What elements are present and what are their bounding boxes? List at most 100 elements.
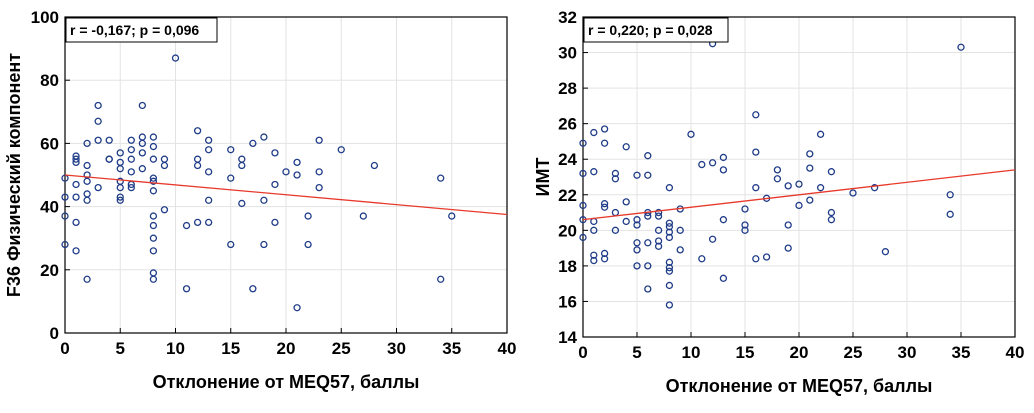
data-point [94,136,102,144]
y-tick-label: 22 [558,186,577,205]
data-point [654,212,663,220]
data-point [204,218,213,227]
data-point [590,226,598,234]
data-point [72,158,80,167]
data-point [741,226,749,234]
data-point [881,248,890,256]
data-point [600,249,609,258]
x-tick-label: 40 [1006,343,1025,362]
data-point [654,242,663,250]
data-point [654,208,663,217]
x-tick-label: 0 [578,343,587,362]
data-point [644,152,652,160]
data-point [72,193,80,201]
data-point [784,221,792,229]
data-point [719,274,728,282]
data-point [600,203,609,211]
data-point [795,201,803,210]
data-point [204,196,213,204]
y-tick-label: 24 [558,150,577,169]
data-point [741,221,749,229]
data-point [282,168,290,176]
data-point [116,193,124,201]
y-tick-label: 16 [558,292,577,311]
x-tick-label: 40 [498,339,517,358]
data-point [260,240,268,249]
data-point [149,133,158,141]
data-point [600,255,609,263]
data-point [193,127,202,135]
data-point [676,226,684,234]
data-point [204,136,213,144]
data-point [249,285,257,293]
data-point [149,221,158,230]
data-point [127,155,135,163]
x-tick-label: 5 [632,343,641,362]
data-point [622,217,630,226]
data-point [719,216,728,224]
data-point [304,212,312,220]
data-point [94,101,102,110]
data-point [160,161,169,170]
data-point [171,54,180,62]
data-point [665,219,674,227]
data-point [827,208,836,217]
y-tick-label: 18 [558,257,577,276]
data-point [138,165,147,173]
data-point [633,171,641,179]
data-point [293,158,301,167]
data-point [752,111,760,119]
data-point [633,246,641,254]
data-point [304,240,312,249]
data-point [138,149,147,157]
data-point [957,43,965,51]
x-tick-label: 15 [221,339,240,358]
data-point [719,153,728,162]
x-tick-label: 35 [952,343,971,362]
data-point [795,180,803,188]
data-point [752,184,760,192]
data-point [370,161,379,170]
x-axis-label: Отклонение от MEQ57, баллы [153,372,420,392]
data-point [127,146,135,154]
data-point [72,247,80,255]
data-point [644,262,652,270]
y-tick-label: 32 [558,8,577,27]
y-tick-label: 30 [558,44,577,63]
data-point [138,101,147,110]
data-point [622,198,630,206]
data-point [827,216,836,224]
annotation-text: r = -0,167; p = 0,096 [70,22,199,38]
data-point [806,196,814,204]
x-tick-label: 25 [332,339,351,358]
data-point [260,196,268,204]
x-tick-label: 35 [442,339,461,358]
data-point [83,139,91,148]
data-point [579,201,587,210]
data-point [149,174,158,182]
y-tick-label: 20 [40,261,59,280]
y-tick-label: 80 [40,71,59,90]
data-point [665,281,674,290]
data-point [752,255,760,263]
data-point [149,234,158,242]
data-point [579,139,587,147]
data-point [762,253,771,261]
data-point [708,235,717,243]
data-point [611,169,620,178]
data-point [698,160,706,169]
x-tick-label: 5 [116,339,125,358]
data-point [127,168,135,176]
data-point [61,193,69,201]
data-point [193,218,202,227]
data-point [946,210,954,218]
data-point [644,239,652,247]
y-axis-label: F36 Физический компонент [4,53,24,297]
data-point [633,216,641,224]
data-point [83,275,91,283]
data-point [293,304,301,312]
data-point [61,212,69,220]
data-point [654,226,663,234]
data-point [633,262,641,270]
data-point [437,275,445,283]
